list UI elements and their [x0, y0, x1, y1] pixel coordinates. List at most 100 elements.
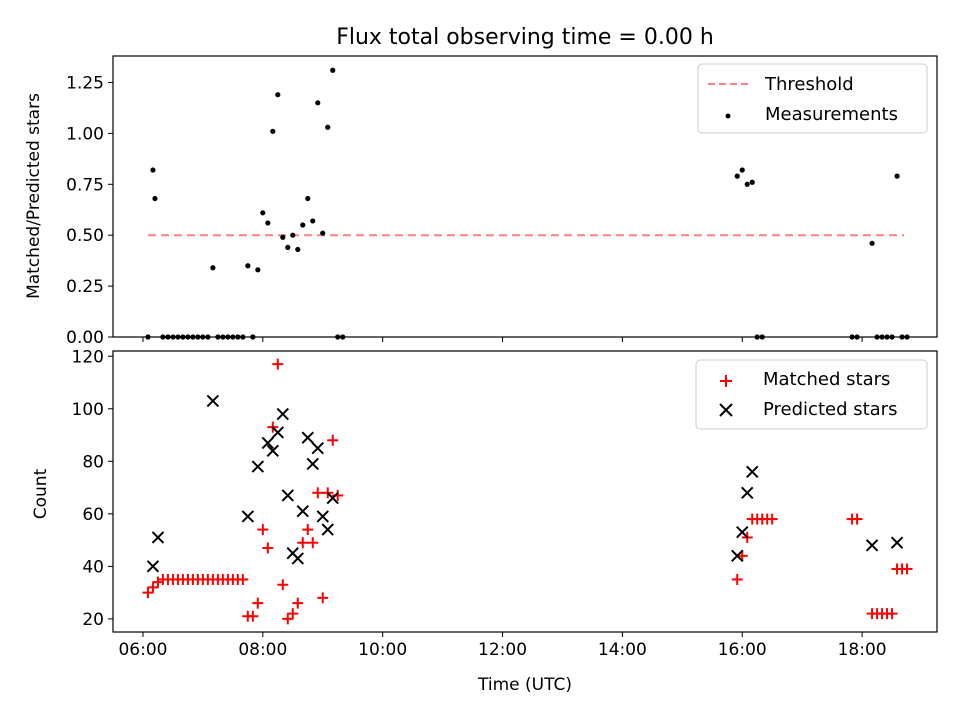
matched-star-point	[142, 587, 154, 599]
predicted-star-stroke	[890, 536, 904, 549]
count-y-ticks: 20 40 60 80 100 120	[72, 347, 113, 630]
count-x-tick-label: 10:00	[358, 640, 407, 660]
predicted-star-point	[266, 444, 280, 458]
predicted-star-stroke	[746, 465, 759, 479]
measurement-point	[869, 240, 875, 246]
matched-star-point	[886, 608, 898, 620]
predicted-star-stroke	[865, 539, 879, 552]
predicted-star-point	[146, 560, 160, 573]
count-x-tick-label: 12:00	[478, 640, 527, 660]
predicted-star-stroke	[741, 486, 754, 500]
predicted-star-point	[865, 539, 879, 552]
measurement-point	[305, 195, 311, 202]
predicted-star-point	[311, 441, 324, 455]
count-x-ticks: 06:00 08:00 10:00 12:00 14:00 16:00 18:00	[118, 632, 887, 660]
matched-star-point	[292, 597, 304, 609]
measurement-point	[265, 220, 271, 226]
ratio-plot-frame	[112, 55, 938, 338]
measurement-point	[260, 210, 266, 216]
predicted-star-stroke	[306, 457, 319, 471]
measurement-point	[150, 167, 156, 173]
matched-star-point	[147, 581, 159, 593]
predicted-star-point	[241, 510, 255, 523]
matched-star-point	[327, 434, 339, 446]
measurement-point	[295, 246, 301, 253]
count-x-tick-label: 14:00	[598, 640, 647, 660]
predicted-star-stroke	[316, 510, 329, 523]
count-legend: Matched stars Predicted stars	[695, 359, 928, 430]
matched-star-point	[851, 513, 863, 525]
measurement-point	[280, 234, 286, 240]
count-plot-frame	[112, 350, 938, 633]
measurement-point	[152, 195, 158, 202]
predicted-star-stroke	[281, 489, 294, 502]
predicted-star-stroke	[296, 504, 309, 518]
ratio-y-tick-label: 0.00	[66, 328, 104, 348]
measurement-point	[270, 128, 276, 134]
predicted-star-point	[736, 525, 749, 539]
measurement-point	[749, 179, 755, 185]
predicted-legend-label: Predicted stars	[763, 399, 897, 420]
measurements-legend-label: Measurements	[765, 104, 898, 125]
measurement-point	[310, 218, 316, 224]
count-legend-box	[695, 359, 928, 430]
predicted-star-stroke	[251, 460, 265, 473]
count-panel: 06:00 08:00 10:00 12:00 14:00 16:00 18:00 20 40…	[31, 347, 938, 695]
matched-star-point	[317, 592, 329, 604]
matched-star-point	[282, 613, 294, 625]
predicted-star-stroke	[301, 431, 314, 444]
ratio-y-axis-label: Matched/Predicted stars	[24, 93, 44, 299]
predicted-star-stroke	[291, 552, 304, 565]
count-y-tick-label: 100	[72, 400, 104, 420]
predicted-star-stroke	[731, 549, 744, 563]
predicted-legend-swatch	[719, 403, 733, 417]
predicted-star-stroke	[206, 394, 220, 408]
predicted-star-point	[731, 549, 744, 563]
predicted-star-point	[206, 394, 220, 408]
matched-star-point	[247, 610, 259, 622]
predicted-star-point	[741, 486, 754, 500]
matched-star-point	[262, 542, 274, 554]
count-y-tick-label: 80	[82, 452, 104, 472]
predicted-star-stroke	[241, 510, 255, 523]
predicted-star-stroke	[271, 426, 285, 439]
matched-star-point	[731, 573, 743, 585]
measurement-point	[734, 173, 740, 179]
predicted-star-point	[316, 510, 329, 523]
matched-star-point	[901, 563, 913, 575]
predicted-star-stroke	[151, 531, 165, 544]
count-y-tick-label: 120	[72, 347, 104, 367]
measurement-point	[255, 267, 261, 273]
measurement-point	[325, 124, 331, 130]
measurement-point	[320, 230, 326, 236]
matched-legend-label: Matched stars	[763, 369, 890, 390]
count-y-axis-label: Count	[31, 468, 51, 519]
predicted-star-point	[746, 465, 759, 479]
matched-star-point	[252, 597, 264, 609]
matched-star-point	[257, 524, 269, 536]
matched-star-point	[237, 573, 249, 585]
predicted-star-point	[306, 457, 319, 471]
count-x-tick-label: 16:00	[718, 640, 767, 660]
x-axis-label: Time (UTC)	[477, 675, 572, 695]
measurement-point	[285, 244, 291, 251]
predicted-star-point	[251, 460, 265, 473]
predicted-star-point	[271, 426, 285, 439]
predicted-star-point	[291, 552, 304, 565]
threshold-legend-label: Threshold	[764, 74, 854, 95]
count-y-tick-label: 40	[82, 557, 104, 577]
matched-star-point	[766, 513, 778, 525]
predicted-star-point	[301, 431, 314, 444]
matched-legend-swatch	[720, 375, 732, 387]
predicted-star-point	[281, 489, 294, 502]
measurement-point	[315, 100, 321, 106]
predicted-star-point	[326, 491, 339, 505]
predicted-star-stroke	[311, 441, 324, 455]
predicted-star-point	[321, 523, 334, 536]
measurements-legend-swatch	[725, 113, 731, 119]
count-y-tick-label: 20	[82, 610, 104, 630]
predicted-star-point	[151, 531, 165, 544]
ratio-x-ticks	[142, 337, 863, 342]
predicted-star-point	[276, 407, 290, 421]
